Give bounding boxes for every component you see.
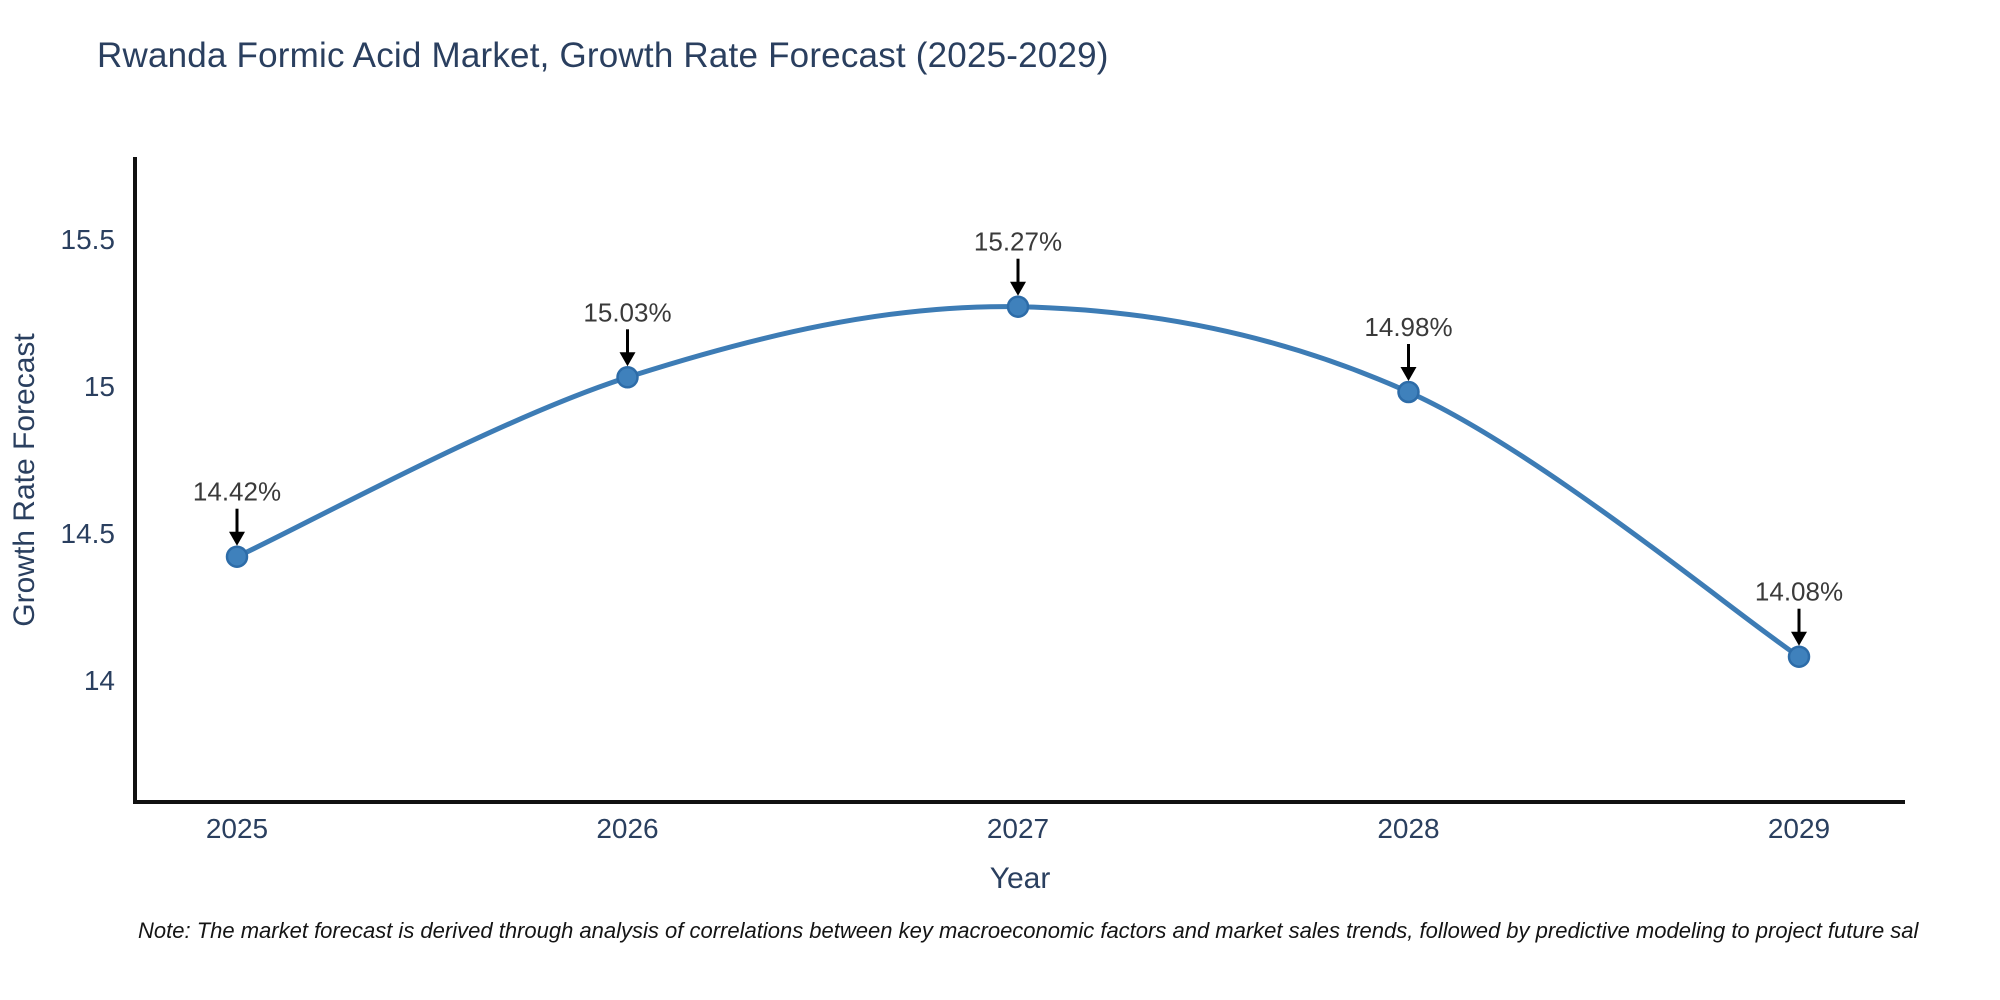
y-tick-label: 14 [84, 665, 115, 696]
annotation-arrowhead [1400, 367, 1417, 381]
data-point-marker [1006, 295, 1030, 318]
annotation-arrowhead [619, 352, 636, 367]
chart-title: Rwanda Formic Acid Market, Growth Rate F… [97, 36, 1109, 75]
data-point-label: 14.98% [1364, 312, 1452, 342]
chart-note: Note: The market forecast is derived thr… [138, 918, 1919, 943]
data-point-label: 14.08% [1755, 577, 1843, 607]
data-point-label: 15.27% [974, 227, 1062, 257]
data-point-marker [1787, 645, 1811, 668]
y-tick-label: 15.5 [61, 224, 116, 255]
x-tick-label: 2029 [1768, 813, 1830, 844]
x-tick-label: 2026 [596, 813, 658, 844]
axis-spines [133, 157, 1905, 804]
x-axis-title: Year [990, 862, 1051, 895]
x-tick-label: 2027 [987, 813, 1049, 844]
y-axis-title: Growth Rate Forecast [8, 333, 41, 627]
y-tick-label: 14.5 [61, 518, 116, 549]
data-point-marker [1397, 380, 1420, 404]
data-point-label: 15.03% [583, 297, 671, 327]
forecast-line [235, 304, 1801, 659]
data-point-marker [225, 545, 249, 568]
data-point-marker [616, 366, 639, 389]
x-tick-label: 2028 [1377, 813, 1439, 844]
data-point-label: 14.42% [193, 477, 281, 507]
annotation-arrowhead [229, 531, 245, 546]
y-tick-label: 15 [84, 371, 115, 402]
annotation-arrowhead [1791, 631, 1807, 646]
annotation-arrowhead [1010, 281, 1026, 296]
x-tick-label: 2025 [206, 813, 268, 844]
